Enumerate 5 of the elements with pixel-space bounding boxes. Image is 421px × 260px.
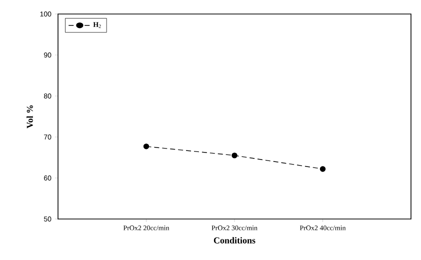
point <box>232 152 238 158</box>
point <box>320 166 326 172</box>
point <box>143 144 150 150</box>
x-axis-title: Conditions <box>214 237 256 244</box>
y-axis-title: Vol % <box>26 105 33 128</box>
